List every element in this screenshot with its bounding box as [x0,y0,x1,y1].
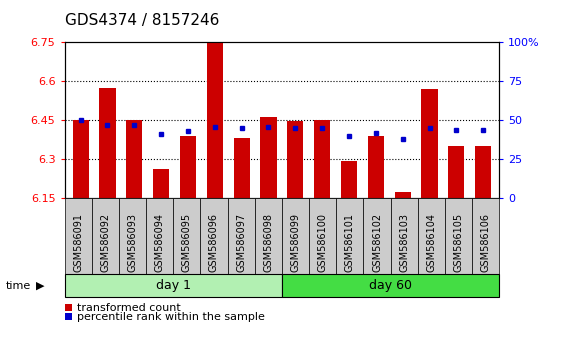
Text: GSM586091: GSM586091 [73,212,83,272]
Text: time: time [6,281,31,291]
Bar [341,161,357,198]
Text: GSM586095: GSM586095 [182,212,192,272]
Bar [207,43,223,198]
Bar [475,145,491,198]
Text: transformed count: transformed count [77,303,181,313]
Bar [72,120,89,198]
Text: GSM586105: GSM586105 [453,212,463,272]
Bar [260,117,277,198]
Bar [153,169,169,198]
Text: GSM586098: GSM586098 [263,212,273,272]
Bar [421,89,438,198]
Text: GDS4374 / 8157246: GDS4374 / 8157246 [65,13,219,28]
Text: GSM586103: GSM586103 [399,212,409,272]
Text: day 1: day 1 [156,279,191,292]
Bar [394,192,411,198]
Bar [368,136,384,198]
Bar [233,138,250,198]
Text: GSM586092: GSM586092 [100,212,111,272]
Text: GSM586101: GSM586101 [345,212,355,272]
Text: GSM586099: GSM586099 [291,212,301,272]
Text: GSM586097: GSM586097 [236,212,246,272]
Bar [180,136,196,198]
Bar [126,120,142,198]
Bar [287,121,304,198]
Text: GSM586100: GSM586100 [318,212,328,272]
Text: day 60: day 60 [369,279,412,292]
Text: GSM586094: GSM586094 [155,212,164,272]
Bar [99,88,116,198]
Text: GSM586093: GSM586093 [127,212,137,272]
Text: ▶: ▶ [36,281,45,291]
Text: GSM586104: GSM586104 [426,212,436,272]
Text: GSM586102: GSM586102 [372,212,382,272]
Bar [314,120,330,198]
Text: GSM586106: GSM586106 [481,212,491,272]
Text: percentile rank within the sample: percentile rank within the sample [77,312,265,321]
Text: GSM586096: GSM586096 [209,212,219,272]
Bar [448,146,465,198]
